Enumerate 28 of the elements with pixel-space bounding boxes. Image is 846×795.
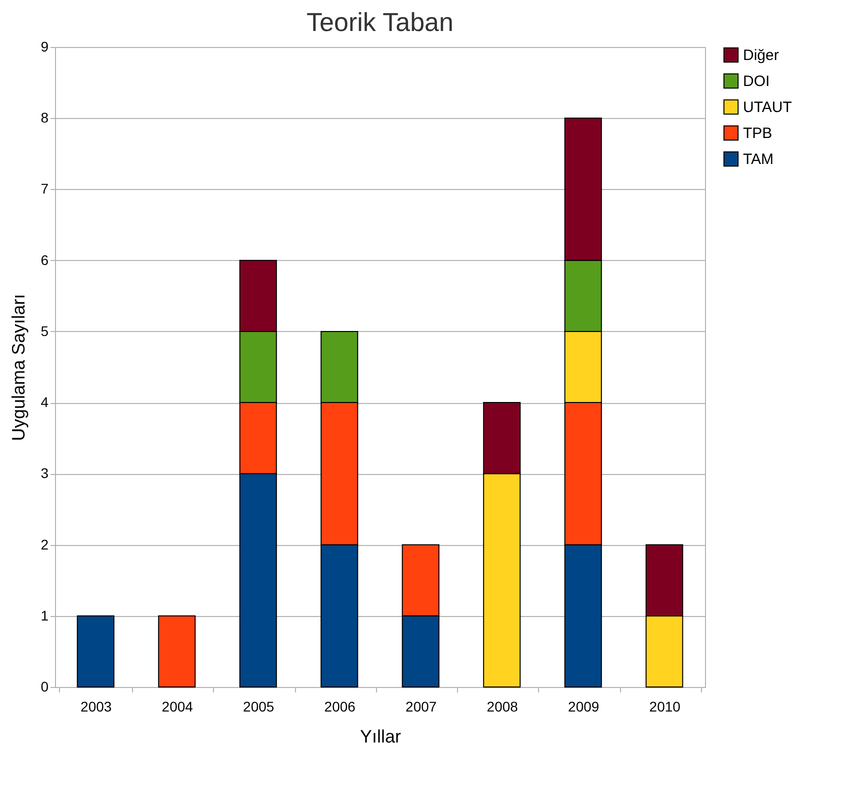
x-tick-label: 2003: [80, 698, 112, 714]
y-tick-label: 0: [40, 678, 49, 694]
y-tick-label: 5: [40, 322, 49, 339]
legend-label: TPB: [743, 125, 772, 142]
x-tick-label: 2007: [406, 698, 437, 714]
y-tick-label: 6: [40, 252, 49, 268]
x-tick-label: 2006: [324, 698, 356, 714]
y-tick-label: 8: [40, 110, 49, 126]
bar: [158, 615, 196, 688]
legend-label: TAM: [743, 151, 774, 168]
x-tick-label: 2004: [162, 698, 194, 714]
y-tick-label: 4: [40, 394, 49, 410]
x-tick-label: 2009: [568, 698, 600, 714]
x-tick-label: 2010: [649, 698, 681, 714]
y-axis-title: Uygulama Sayıları: [8, 294, 29, 442]
y-tick-label: 9: [40, 38, 49, 54]
y-tick-label: 1: [40, 607, 49, 624]
y-tick-label: 7: [40, 180, 49, 197]
bar: [76, 615, 114, 688]
legend-label: DOI: [743, 73, 770, 90]
x-axis-title: Yıllar: [360, 726, 402, 746]
legend-label: UTAUT: [743, 99, 792, 116]
legend-label: Diğer: [743, 47, 779, 64]
x-tick-label: 2008: [486, 698, 518, 714]
x-tick-label: 2005: [243, 698, 274, 714]
chart-title: Teorik Taban: [306, 7, 454, 37]
y-tick-label: 3: [40, 465, 49, 482]
y-tick-label: 2: [40, 536, 49, 552]
